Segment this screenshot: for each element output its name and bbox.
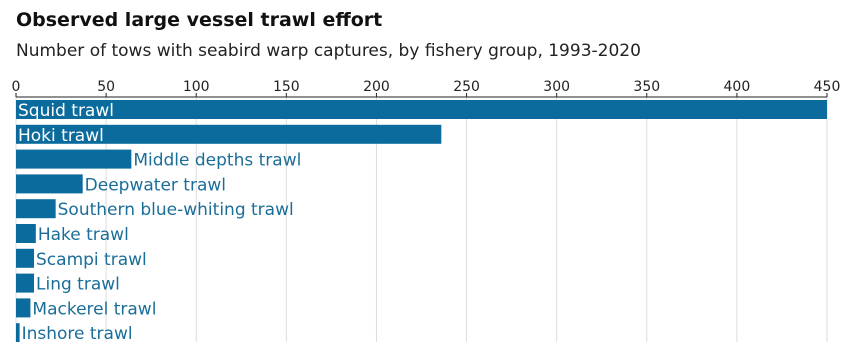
bar-label: Hoki trawl [18, 126, 104, 146]
bar [16, 100, 827, 119]
bars [16, 100, 827, 342]
tick-label: 250 [453, 79, 480, 95]
bar-label: Ling trawl [36, 275, 120, 295]
tick-label: 300 [543, 79, 570, 95]
bar-label: Inshore trawl [22, 324, 133, 342]
bar [16, 199, 56, 219]
bar-label: Scampi trawl [36, 250, 147, 270]
chart-subtitle: Number of tows with seabird warp capture… [16, 41, 641, 61]
bar [16, 298, 31, 318]
tick-label: 450 [814, 79, 841, 95]
bar [16, 224, 36, 243]
x-axis-ticks: 0 50 100 150 200 250 300 350 400 450 [12, 79, 841, 97]
tick-label: 50 [97, 79, 115, 95]
tick-label: 350 [633, 79, 660, 95]
bar-label: Middle depths trawl [133, 151, 301, 171]
bar-labels: Squid trawl Hoki trawl Middle depths trawl… [18, 101, 301, 342]
bar [16, 124, 442, 144]
chart-title: Observed large vessel trawl effort [16, 9, 383, 31]
bar-label: Southern blue-whiting trawl [58, 200, 294, 220]
tick-label: 400 [724, 79, 751, 95]
bar [16, 149, 132, 169]
tick-label: 0 [12, 79, 21, 95]
bar [16, 174, 83, 194]
bar-label: Squid trawl [18, 101, 114, 121]
bar-label: Deepwater trawl [85, 175, 226, 195]
tick-label: 100 [183, 79, 210, 95]
bar [16, 248, 35, 268]
tick-label: 150 [273, 79, 300, 95]
bar [16, 323, 20, 342]
bar [16, 273, 35, 293]
bar-label: Hake trawl [38, 225, 129, 245]
bar-label: Mackerel trawl [32, 299, 156, 319]
tick-label: 200 [363, 79, 390, 95]
